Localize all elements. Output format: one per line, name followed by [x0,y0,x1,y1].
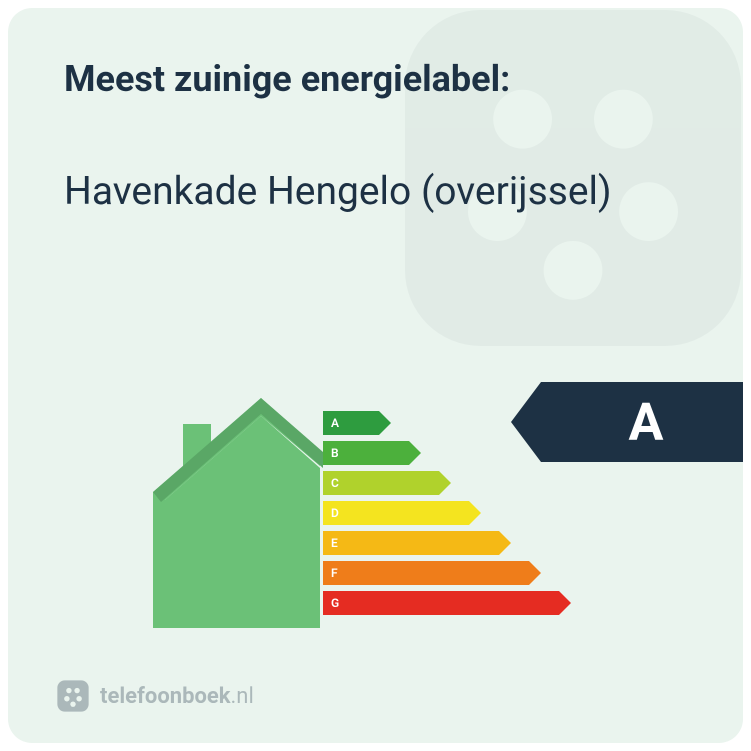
brand-tld: .nl [231,684,254,709]
energy-bar-e: E [323,528,559,558]
house-icon [153,398,323,632]
card-subtitle: Havenkade Hengelo (overijssel) [64,168,612,215]
bar-letter: B [331,446,339,460]
brand-text: telefoonboek.nl [100,684,254,709]
energy-bar-d: D [323,498,559,528]
badge-arrow [511,382,541,462]
bar-letter: E [331,536,338,550]
bar-letter: F [331,566,338,580]
energy-bar-c: C [323,468,559,498]
card-title: Meest zuinige energielabel: [64,58,510,100]
footer-brand: telefoonboek.nl [56,679,254,713]
energy-bar-f: F [323,558,559,588]
energy-bar-g: G [323,588,559,618]
bar-letter: A [331,416,339,430]
selected-label-letter: A [629,392,664,453]
bar-letter: C [331,476,339,490]
brand-name: telefoonboek [100,684,231,709]
brand-icon [56,679,90,713]
info-card: Meest zuinige energielabel: Havenkade He… [8,8,743,743]
bar-letter: G [331,596,339,610]
bar-letter: D [331,506,339,520]
selected-label-badge: A [541,382,743,462]
